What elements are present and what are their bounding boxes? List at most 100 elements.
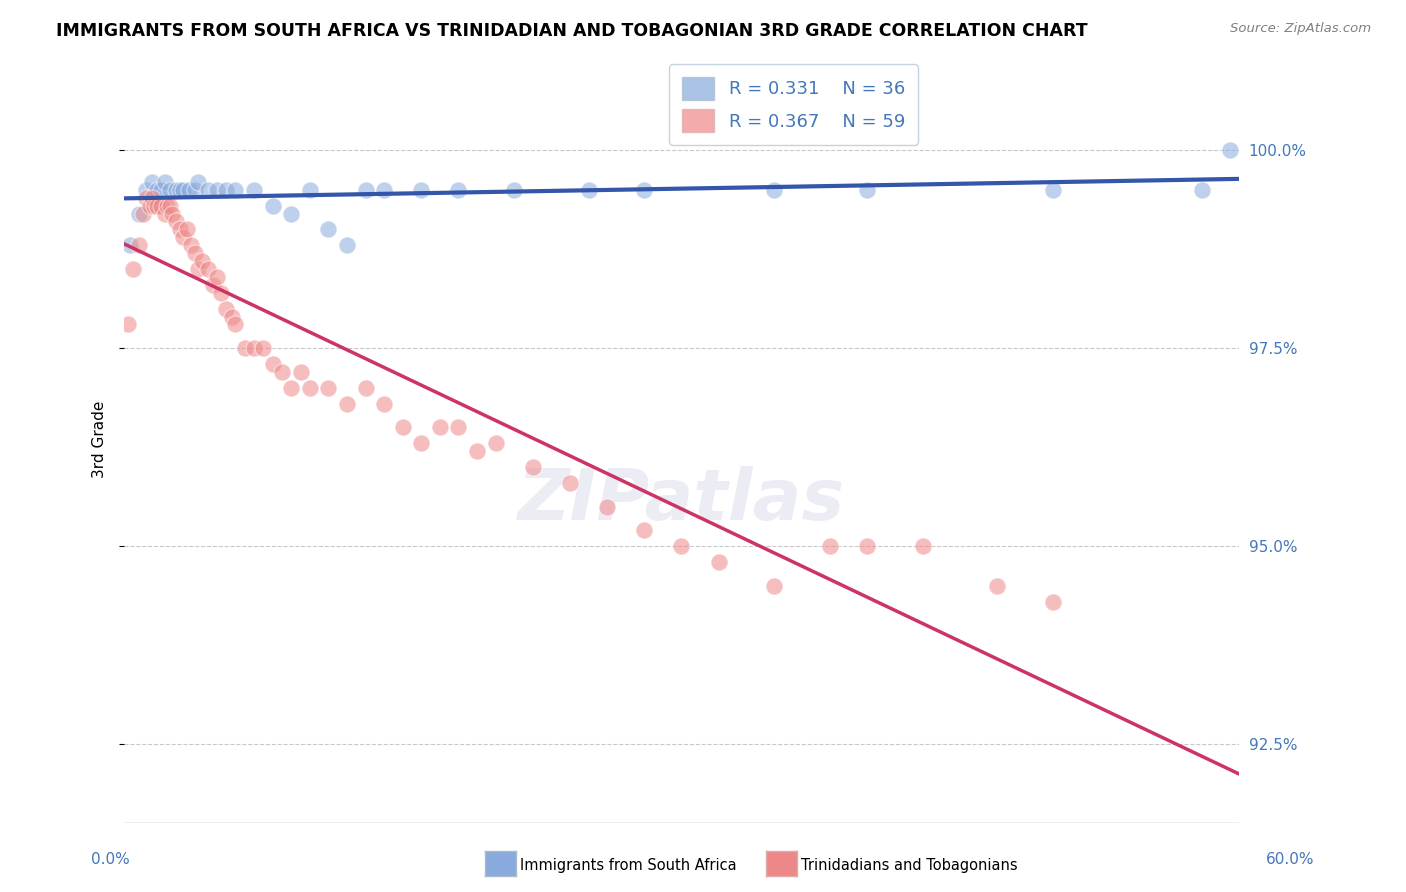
Point: [671, 539, 693, 553]
Point: [354, 381, 377, 395]
Text: ZIPatlas: ZIPatlas: [517, 467, 845, 535]
Point: [169, 183, 191, 197]
Point: [183, 183, 205, 197]
Point: [485, 436, 508, 450]
Point: [633, 524, 655, 538]
Point: [243, 341, 266, 355]
Point: [1042, 595, 1064, 609]
Point: [391, 420, 413, 434]
Point: [215, 183, 238, 197]
Text: Immigrants from South Africa: Immigrants from South Africa: [520, 858, 737, 872]
Point: [318, 381, 340, 395]
Point: [373, 183, 395, 197]
Point: [354, 183, 377, 197]
Point: [150, 183, 173, 197]
Point: [165, 214, 187, 228]
Point: [156, 199, 179, 213]
Point: [290, 365, 312, 379]
Point: [503, 183, 526, 197]
Point: [146, 199, 169, 213]
Point: [1219, 143, 1241, 157]
Point: [633, 183, 655, 197]
Point: [763, 183, 786, 197]
Point: [128, 206, 150, 220]
Text: IMMIGRANTS FROM SOUTH AFRICA VS TRINIDADIAN AND TOBAGONIAN 3RD GRADE CORRELATION: IMMIGRANTS FROM SOUTH AFRICA VS TRINIDAD…: [56, 22, 1088, 40]
Point: [215, 301, 238, 316]
Y-axis label: 3rd Grade: 3rd Grade: [93, 401, 107, 478]
Point: [447, 183, 470, 197]
Point: [153, 175, 176, 189]
Point: [522, 460, 544, 475]
Point: [465, 444, 488, 458]
Point: [224, 318, 246, 332]
Point: [411, 436, 433, 450]
Point: [128, 238, 150, 252]
Point: [411, 183, 433, 197]
Point: [172, 183, 194, 197]
Point: [169, 222, 191, 236]
Point: [205, 269, 228, 284]
Point: [180, 238, 202, 252]
Point: [221, 310, 243, 324]
Point: [447, 420, 470, 434]
Point: [262, 357, 284, 371]
Point: [209, 285, 232, 300]
Point: [150, 199, 173, 213]
Point: [183, 246, 205, 260]
Point: [911, 539, 934, 553]
Point: [271, 365, 294, 379]
Legend: R = 0.331    N = 36, R = 0.367    N = 59: R = 0.331 N = 36, R = 0.367 N = 59: [669, 64, 918, 145]
Point: [177, 183, 200, 197]
Point: [159, 183, 181, 197]
Point: [122, 262, 145, 277]
Point: [197, 183, 219, 197]
Point: [318, 222, 340, 236]
Point: [135, 191, 157, 205]
Point: [153, 206, 176, 220]
Point: [118, 238, 141, 252]
Point: [131, 206, 153, 220]
Point: [139, 199, 162, 213]
Point: [141, 175, 163, 189]
Point: [578, 183, 600, 197]
Point: [280, 206, 302, 220]
Point: [146, 183, 169, 197]
Text: 0.0%: 0.0%: [91, 852, 131, 867]
Text: Source: ZipAtlas.com: Source: ZipAtlas.com: [1230, 22, 1371, 36]
Point: [558, 475, 581, 490]
Point: [986, 579, 1008, 593]
Point: [187, 175, 209, 189]
Point: [818, 539, 841, 553]
Point: [159, 199, 181, 213]
Point: [205, 183, 228, 197]
Point: [142, 199, 165, 213]
Point: [197, 262, 219, 277]
Text: Trinidadians and Tobagonians: Trinidadians and Tobagonians: [801, 858, 1018, 872]
Point: [429, 420, 451, 434]
Point: [856, 539, 879, 553]
Point: [252, 341, 274, 355]
Point: [135, 183, 157, 197]
Point: [117, 318, 139, 332]
Point: [336, 397, 359, 411]
Point: [1042, 183, 1064, 197]
Point: [280, 381, 302, 395]
Point: [176, 222, 198, 236]
Point: [224, 183, 246, 197]
Text: 60.0%: 60.0%: [1267, 852, 1315, 867]
Point: [336, 238, 359, 252]
Point: [202, 277, 225, 292]
Point: [162, 206, 184, 220]
Point: [596, 500, 619, 514]
Point: [763, 579, 786, 593]
Point: [243, 183, 266, 197]
Point: [172, 230, 194, 244]
Point: [856, 183, 879, 197]
Point: [141, 191, 163, 205]
Point: [187, 262, 209, 277]
Point: [707, 555, 730, 569]
Point: [191, 254, 214, 268]
Point: [262, 199, 284, 213]
Point: [1191, 183, 1213, 197]
Point: [298, 183, 321, 197]
